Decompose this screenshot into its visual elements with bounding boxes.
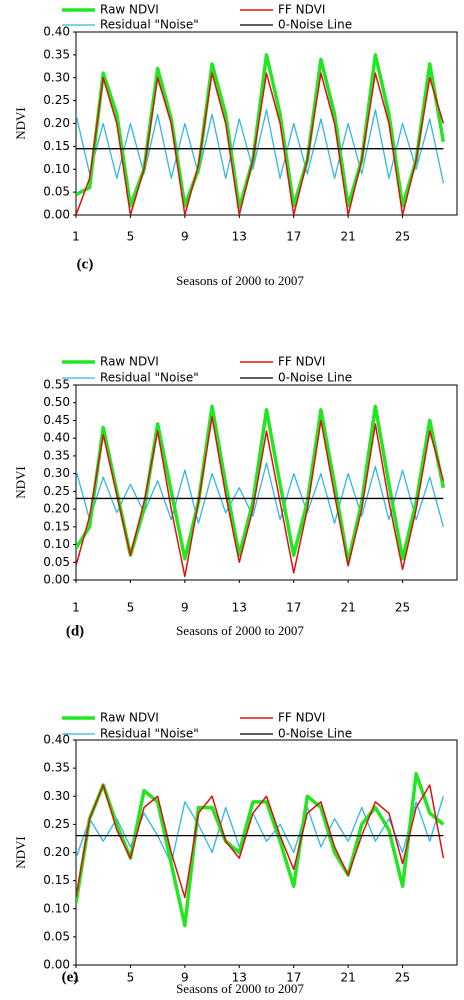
- y-tick-label: 0.35: [43, 47, 70, 61]
- x-tick-label: 21: [341, 230, 356, 244]
- x-axis-label: Seasons of 2000 to 2007: [176, 273, 304, 288]
- x-tick-label: 13: [232, 230, 247, 244]
- y-tick-label: 0.00: [43, 573, 70, 587]
- x-tick-label: 1: [72, 601, 80, 615]
- y-tick-label: 0.20: [43, 845, 70, 859]
- y-tick-label: 0.10: [43, 901, 70, 915]
- y-tick-label: 0.25: [43, 817, 70, 831]
- y-tick-label: 0.40: [43, 733, 70, 747]
- legend-label: FF NDVI: [278, 711, 325, 725]
- x-tick-label: 1: [72, 971, 80, 985]
- x-axis-label: Seasons of 2000 to 2007: [176, 981, 304, 996]
- series-line: [76, 404, 446, 565]
- y-tick-label: 0.15: [43, 873, 70, 887]
- y-tick-label: 0.30: [43, 466, 70, 480]
- y-tick-label: 0.40: [43, 25, 70, 39]
- panel-label: (d): [66, 623, 84, 639]
- legend-label: 0-Noise Line: [278, 727, 352, 741]
- y-tick-label: 0.05: [43, 929, 70, 943]
- y-tick-label: 0.55: [43, 378, 70, 392]
- x-tick-label: 17: [286, 601, 301, 615]
- plot-frame: [75, 739, 458, 966]
- y-tick-label: 0.25: [43, 93, 70, 107]
- y-axis-label: NDVI: [13, 466, 28, 499]
- y-tick-label: 0.20: [43, 116, 70, 130]
- legend-label: Raw NDVI: [100, 711, 159, 725]
- x-tick-label: 21: [341, 601, 356, 615]
- series-line: [76, 53, 446, 210]
- y-tick-label: 0.10: [43, 162, 70, 176]
- x-tick-label: 13: [232, 601, 247, 615]
- series-line: [76, 72, 445, 215]
- series-line: [76, 784, 445, 899]
- y-tick-label: 0.35: [43, 448, 70, 462]
- y-tick-label: 0.20: [43, 502, 70, 516]
- y-axis-label: NDVI: [13, 836, 28, 869]
- legend-label: Residual "Noise": [100, 727, 199, 741]
- x-tick-label: 21: [341, 971, 356, 985]
- legend-label: FF NDVI: [278, 3, 325, 17]
- legend-label: Residual "Noise": [100, 18, 199, 32]
- x-tick-label: 9: [181, 601, 189, 615]
- x-tick-label: 25: [395, 601, 410, 615]
- x-tick-label: 5: [127, 601, 135, 615]
- x-tick-label: 13: [232, 971, 247, 985]
- y-tick-label: 0.35: [43, 761, 70, 775]
- legend-label: Residual "Noise": [100, 371, 199, 385]
- legend-label: Raw NDVI: [100, 3, 159, 17]
- legend-label: 0-Noise Line: [278, 18, 352, 32]
- panel-label: (e): [62, 969, 79, 985]
- legend-label: FF NDVI: [278, 355, 325, 369]
- x-tick-label: 9: [181, 971, 189, 985]
- panel-label: (c): [77, 256, 94, 272]
- x-tick-label: 25: [395, 230, 410, 244]
- x-tick-label: 1: [72, 230, 80, 244]
- y-tick-label: 0.00: [43, 208, 70, 222]
- x-tick-label: 5: [127, 971, 135, 985]
- y-tick-label: 0.05: [43, 185, 70, 199]
- series-line: [76, 416, 445, 578]
- x-tick-label: 5: [127, 230, 135, 244]
- y-tick-label: 0.25: [43, 484, 70, 498]
- plot-frame: [75, 31, 458, 216]
- x-tick-label: 25: [395, 971, 410, 985]
- plot-frame: [75, 384, 458, 581]
- x-tick-label: 9: [181, 230, 189, 244]
- y-tick-label: 0.50: [43, 395, 70, 409]
- x-tick-label: 17: [286, 230, 301, 244]
- y-tick-label: 0.10: [43, 537, 70, 551]
- y-tick-label: 0.40: [43, 431, 70, 445]
- y-tick-label: 0.30: [43, 70, 70, 84]
- y-tick-label: 0.15: [43, 519, 70, 533]
- y-axis-label: NDVI: [13, 107, 28, 140]
- y-tick-label: 0.30: [43, 789, 70, 803]
- y-tick-label: 0.15: [43, 139, 70, 153]
- y-tick-label: 0.05: [43, 555, 70, 569]
- legend-label: Raw NDVI: [100, 355, 159, 369]
- y-tick-label: 0.45: [43, 413, 70, 427]
- series-line: [76, 772, 445, 928]
- legend-label: 0-Noise Line: [278, 371, 352, 385]
- y-tick-label: 0.00: [43, 958, 70, 972]
- x-axis-label: Seasons of 2000 to 2007: [176, 623, 304, 638]
- x-tick-label: 17: [286, 971, 301, 985]
